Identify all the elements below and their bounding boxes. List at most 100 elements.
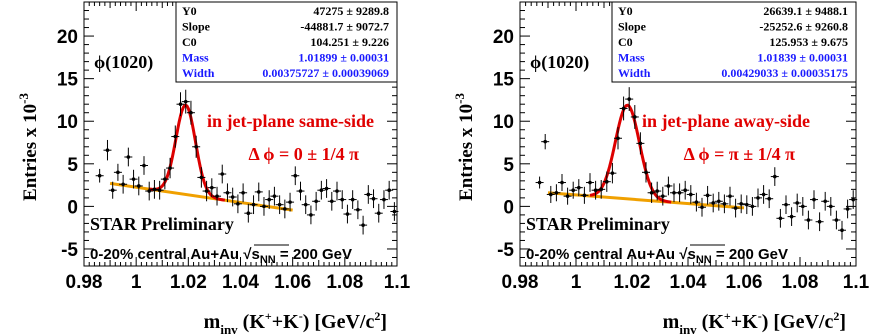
x-tick-label: 1.1 xyxy=(384,272,411,293)
data-point xyxy=(560,180,564,185)
x-axis-label: minv (K++K-) [GeV/c2] xyxy=(663,309,846,336)
fit-param-value: 0.00375727 ± 0.00039069 xyxy=(262,66,389,80)
data-point xyxy=(324,186,329,191)
data-point xyxy=(277,202,282,207)
data-point xyxy=(371,196,376,201)
data-point xyxy=(298,189,303,193)
x-axis-label-part: - xyxy=(299,309,303,323)
data-point xyxy=(293,173,298,178)
fit-param-value: -25252.6 ± 9260.8 xyxy=(759,20,848,34)
data-point xyxy=(199,175,204,180)
data-point xyxy=(183,99,188,104)
data-point xyxy=(210,185,214,190)
data-point xyxy=(666,184,671,188)
data-point xyxy=(105,148,110,152)
panel-1: 0.98 1 1.02 1.04 1.06 1.08 1.1 -5 0 5 10 15 20 Entrie… xyxy=(16,1,411,336)
data-point xyxy=(588,180,592,185)
fit-param-value: 0.00429033 ± 0.00035175 xyxy=(721,66,848,80)
delta-phi-annotation: Δ ϕ = 0 ± 1/4 π xyxy=(248,144,359,164)
data-point xyxy=(689,192,693,197)
data-point xyxy=(230,195,235,199)
data-point xyxy=(717,199,721,204)
data-point xyxy=(163,177,167,181)
x-axis-label-part: ] xyxy=(380,311,387,333)
x-tick-label: 1.02 xyxy=(614,272,651,293)
jet-plane-annotation: in jet-plane away-side xyxy=(642,111,810,131)
data-point xyxy=(756,196,760,200)
data-point xyxy=(225,190,230,195)
data-point xyxy=(340,197,345,202)
data-point xyxy=(142,163,146,168)
sqrt-s-text: √s xyxy=(243,246,260,263)
data-point xyxy=(644,170,648,175)
data-point xyxy=(616,136,620,141)
energy-text: = 200 GeV xyxy=(712,246,788,263)
fit-param-value: 1.01839 ± 0.00031 xyxy=(757,51,848,65)
data-point xyxy=(267,197,271,202)
y-tick-label: 5 xyxy=(503,155,514,176)
x-axis-label-part: + xyxy=(265,309,272,323)
data-point xyxy=(750,204,755,209)
data-point xyxy=(722,202,727,206)
data-point xyxy=(834,218,839,222)
data-point xyxy=(256,190,261,194)
panel-2: 0.98 1 1.02 1.04 1.06 1.08 1.1 -5 0 5 10 15 20 Entrie… xyxy=(452,1,870,336)
data-point xyxy=(303,202,308,207)
data-point xyxy=(319,188,324,193)
data-point xyxy=(812,197,816,202)
centrality-text: 0-20% central Au+Au xyxy=(526,246,679,263)
y-tick-label: 15 xyxy=(57,70,79,91)
data-point xyxy=(189,110,193,115)
data-point xyxy=(272,194,277,198)
data-point xyxy=(565,194,570,198)
x-tick-label: 1.04 xyxy=(670,272,707,293)
data-point xyxy=(537,180,542,185)
y-tick-label: 0 xyxy=(67,197,78,218)
centrality-label: 0-20% central Au+Au √sNN = 200 GeV xyxy=(90,246,352,266)
data-point xyxy=(817,219,822,224)
data-point xyxy=(116,170,120,175)
data-point xyxy=(314,199,318,204)
fit-param-name: Slope xyxy=(182,20,211,34)
data-point xyxy=(655,189,659,193)
data-point xyxy=(577,185,581,190)
delta-phi-annotation: Δ ϕ = π ± 1/4 π xyxy=(684,144,796,164)
data-point xyxy=(851,197,855,202)
data-point xyxy=(356,207,360,212)
x-tick-label: 1 xyxy=(131,272,142,293)
x-axis-label-part: +K xyxy=(731,311,758,333)
energy-text: = 200 GeV xyxy=(276,246,352,263)
x-axis-label-part: ) [GeV/c xyxy=(762,311,834,333)
data-point xyxy=(767,196,771,201)
x-tick-label: 1.04 xyxy=(222,272,259,293)
data-point xyxy=(335,189,339,193)
background-fit-line xyxy=(109,181,293,212)
data-point xyxy=(329,199,334,204)
star-preliminary-label: STAR Preliminary xyxy=(90,214,234,234)
data-point xyxy=(733,206,738,210)
fit-param-value: 47275 ± 9289.8 xyxy=(313,4,389,18)
data-point xyxy=(554,190,559,195)
data-point xyxy=(236,202,240,206)
fit-param-name: Slope xyxy=(618,20,647,34)
data-point xyxy=(773,174,777,179)
data-point xyxy=(806,218,811,222)
data-point xyxy=(251,202,256,207)
x-axis-label-part: inv xyxy=(220,322,238,336)
data-point xyxy=(582,193,587,198)
y-tick-label: 15 xyxy=(493,70,515,91)
y-axis-label: Entries x 10-3 xyxy=(16,93,41,201)
data-point xyxy=(110,188,115,193)
data-point xyxy=(661,194,665,198)
fit-param-value: 1.01899 ± 0.00031 xyxy=(298,51,389,65)
data-point xyxy=(593,188,598,193)
data-point xyxy=(778,216,783,221)
x-axis-label-part: ) [GeV/c xyxy=(303,311,375,333)
data-point xyxy=(147,189,152,193)
fit-param-value: 26639.1 ± 9488.1 xyxy=(763,4,848,18)
x-axis-label: minv (K++K-) [GeV/c2] xyxy=(204,309,387,336)
x-tick-label: 1.02 xyxy=(170,272,207,293)
data-point xyxy=(672,190,676,195)
y-tick-label: 10 xyxy=(493,112,514,133)
sqrt-s-subscript: NN xyxy=(696,254,712,266)
